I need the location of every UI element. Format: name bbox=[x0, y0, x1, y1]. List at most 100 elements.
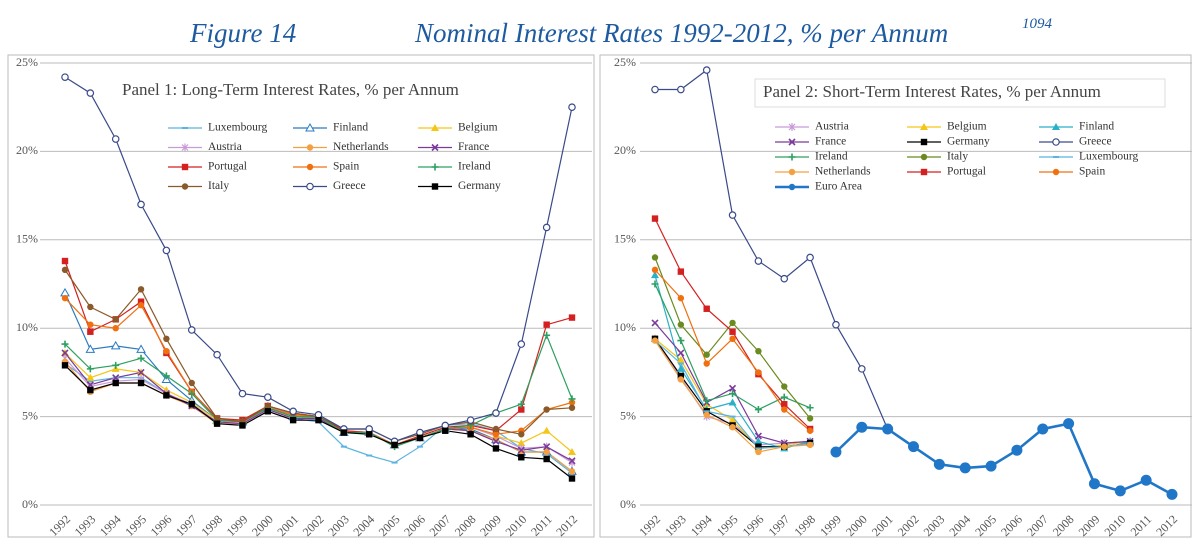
marker bbox=[703, 360, 710, 367]
marker bbox=[187, 326, 196, 334]
x-tick-label: 2011 bbox=[1128, 512, 1155, 539]
marker bbox=[677, 321, 685, 328]
marker bbox=[188, 401, 195, 408]
marker bbox=[568, 447, 576, 455]
marker bbox=[788, 123, 796, 131]
marker bbox=[181, 163, 189, 171]
y-tick-label: 25% bbox=[614, 55, 636, 69]
marker bbox=[568, 475, 576, 482]
marker bbox=[86, 89, 95, 97]
legend-label: Italy bbox=[208, 180, 229, 192]
legend-label: Spain bbox=[333, 161, 359, 173]
marker bbox=[1140, 474, 1152, 486]
y-tick-label: 20% bbox=[614, 143, 636, 157]
marker bbox=[431, 143, 439, 152]
figure-label: Figure 14 bbox=[189, 18, 296, 48]
marker bbox=[137, 354, 145, 362]
marker bbox=[702, 66, 711, 74]
marker bbox=[728, 384, 737, 392]
marker bbox=[651, 337, 659, 344]
marker bbox=[1088, 478, 1100, 490]
marker bbox=[729, 319, 736, 327]
marker bbox=[416, 434, 424, 442]
marker bbox=[517, 400, 525, 408]
x-tick-label: 1998 bbox=[791, 512, 818, 539]
x-tick-label: 1995 bbox=[714, 512, 741, 539]
marker bbox=[729, 328, 736, 335]
marker bbox=[163, 392, 170, 399]
marker bbox=[1037, 423, 1049, 435]
marker bbox=[137, 368, 145, 376]
legend-label: Portugal bbox=[947, 166, 986, 178]
marker bbox=[162, 372, 170, 380]
marker bbox=[87, 303, 94, 311]
marker bbox=[806, 415, 814, 422]
x-tick-label: 2003 bbox=[325, 512, 352, 539]
x-tick-label: 2001 bbox=[869, 512, 896, 539]
marker bbox=[781, 401, 788, 408]
marker bbox=[729, 335, 736, 343]
marker bbox=[568, 395, 576, 403]
marker bbox=[86, 365, 94, 373]
legend-label: Austria bbox=[815, 121, 849, 133]
marker bbox=[1063, 418, 1075, 430]
x-tick-label: 1993 bbox=[662, 512, 689, 539]
marker bbox=[431, 163, 439, 171]
marker bbox=[920, 168, 928, 176]
y-tick-label: 5% bbox=[22, 408, 38, 422]
x-tick-label: 2007 bbox=[1024, 512, 1051, 539]
legend-label: Netherlands bbox=[333, 141, 389, 153]
marker bbox=[920, 123, 928, 130]
marker bbox=[518, 448, 525, 456]
marker bbox=[651, 271, 659, 279]
marker bbox=[754, 437, 763, 445]
marker bbox=[703, 411, 710, 419]
marker bbox=[188, 379, 195, 387]
marker bbox=[61, 294, 69, 302]
marker bbox=[110, 340, 121, 350]
marker bbox=[61, 257, 69, 265]
marker bbox=[112, 361, 120, 369]
marker bbox=[543, 455, 550, 463]
marker bbox=[306, 163, 314, 171]
marker bbox=[728, 398, 737, 406]
marker bbox=[60, 287, 70, 297]
x-tick-label: 1996 bbox=[148, 512, 175, 539]
marker bbox=[676, 364, 685, 372]
marker bbox=[651, 266, 659, 274]
marker bbox=[568, 314, 576, 321]
x-tick-label: 2012 bbox=[553, 512, 580, 539]
marker bbox=[391, 441, 398, 449]
x-tick-label: 2008 bbox=[452, 512, 479, 539]
marker bbox=[340, 429, 348, 436]
x-tick-label: 1995 bbox=[122, 512, 149, 539]
x-tick-label: 2010 bbox=[502, 512, 529, 539]
marker bbox=[543, 321, 550, 328]
marker bbox=[754, 432, 762, 440]
x-tick-label: 1998 bbox=[198, 512, 225, 539]
marker bbox=[651, 215, 659, 222]
marker bbox=[518, 454, 525, 461]
marker bbox=[568, 404, 576, 411]
marker bbox=[677, 268, 685, 275]
marker bbox=[788, 138, 796, 146]
marker bbox=[568, 457, 576, 465]
marker bbox=[729, 424, 736, 431]
marker bbox=[568, 103, 576, 112]
x-tick-label: 2006 bbox=[401, 512, 428, 539]
x-tick-label: 2006 bbox=[998, 512, 1025, 539]
marker bbox=[543, 406, 550, 413]
legend-label: Euro Area bbox=[815, 181, 862, 193]
panel-frame bbox=[599, 54, 1192, 538]
legend-label: Ireland bbox=[815, 151, 848, 163]
marker bbox=[781, 443, 788, 450]
y-tick-label: 5% bbox=[620, 408, 636, 422]
marker bbox=[677, 376, 685, 383]
marker bbox=[87, 386, 94, 394]
marker bbox=[806, 404, 814, 412]
panel-title-bg bbox=[754, 78, 1166, 108]
marker bbox=[832, 320, 840, 329]
marker bbox=[492, 445, 500, 452]
marker bbox=[908, 441, 919, 453]
